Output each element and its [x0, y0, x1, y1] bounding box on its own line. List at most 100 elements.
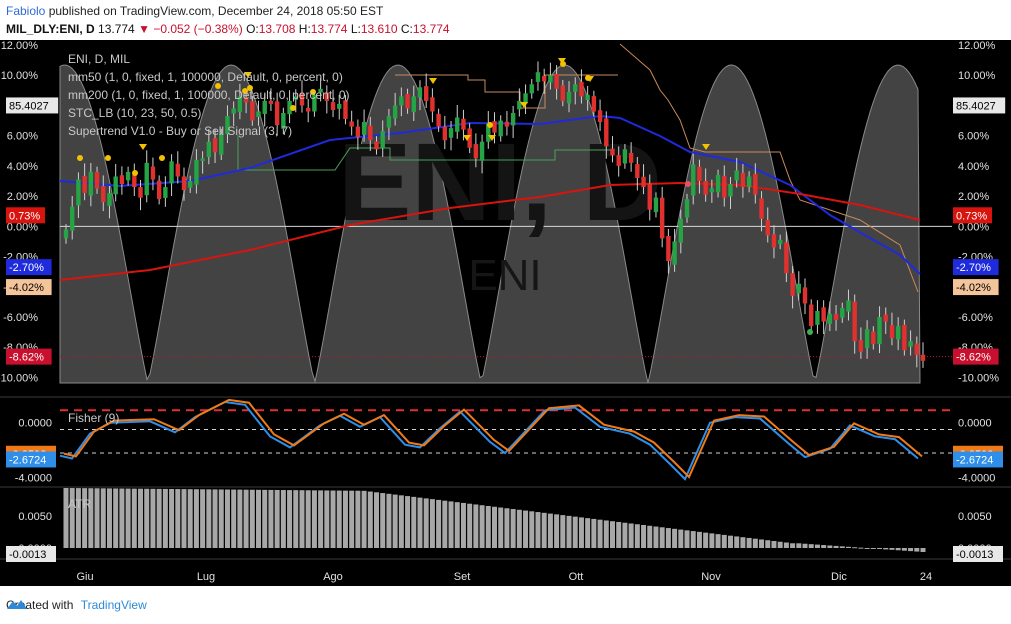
histogram-bar	[616, 521, 622, 548]
candle-body	[691, 164, 696, 196]
lower-label-right-text: -0.0013	[956, 549, 993, 561]
histogram-bar	[827, 545, 833, 548]
y-tick-right: 4.00%	[958, 161, 989, 173]
supertrend-line-upper	[395, 74, 618, 109]
candle-body	[759, 198, 764, 219]
candle-body	[920, 354, 926, 361]
price-label-right	[953, 279, 999, 296]
tradingview-link[interactable]: TradingView	[80, 598, 147, 612]
moving-averages	[59, 114, 921, 281]
histogram-bar	[591, 518, 597, 548]
histogram-bar	[423, 498, 429, 548]
price-label-right-text: -8.62%	[956, 352, 991, 364]
candle-body	[672, 241, 677, 265]
price-label-right	[953, 97, 1006, 114]
candle-body	[101, 186, 106, 203]
price-label-left-text: -8.62%	[9, 352, 44, 364]
candle-body	[709, 188, 715, 193]
sell-triangle-marker	[520, 102, 528, 108]
candle-body	[902, 324, 907, 351]
yellow-dot-marker	[487, 122, 493, 128]
candle-body	[200, 158, 205, 162]
candle-body	[504, 121, 510, 127]
histogram-bar	[436, 499, 442, 548]
histogram-bar	[814, 544, 820, 548]
fisher-pane	[59, 398, 952, 481]
fisher-line	[59, 400, 919, 481]
histogram-bar	[256, 489, 262, 548]
candle-body	[908, 341, 913, 347]
candle-body	[368, 125, 373, 141]
histogram-bar	[249, 489, 255, 548]
histogram-bar	[349, 490, 355, 548]
candle-body	[591, 96, 597, 112]
histogram-bar	[398, 495, 404, 548]
author-link[interactable]: Fabiolo	[6, 4, 46, 18]
y-tick-left: 6.00%	[7, 131, 38, 143]
histogram-bar	[268, 489, 274, 548]
candle-body	[318, 88, 323, 93]
x-tick-label: Giu	[76, 571, 93, 583]
candle-body	[628, 152, 634, 163]
change-value: −0.052 (−0.38%)	[153, 22, 243, 36]
histogram-bar	[653, 526, 659, 548]
candle-body	[796, 283, 801, 294]
candle-body	[380, 131, 385, 149]
histogram-bar	[721, 534, 727, 548]
candle-body	[809, 304, 814, 327]
histogram-bar	[429, 499, 435, 548]
histogram-bar	[119, 488, 125, 548]
histogram-bar	[374, 492, 380, 548]
candle-body	[802, 287, 808, 304]
candle-body	[579, 81, 584, 97]
histogram-bar	[131, 488, 137, 548]
candle-body	[337, 103, 342, 109]
histogram-bar	[492, 506, 497, 548]
histogram-bar	[218, 489, 224, 548]
candle-body	[243, 97, 249, 103]
candle-body	[486, 123, 491, 142]
candle-body	[392, 105, 398, 119]
histogram-bar	[740, 537, 746, 548]
fisher-label-left	[6, 451, 56, 468]
x-tick-label: Dic	[831, 571, 847, 583]
y-tick-right: -6.00%	[958, 312, 993, 324]
histogram-bar	[715, 534, 721, 548]
histogram-bar	[554, 514, 560, 548]
candle-body	[703, 181, 708, 195]
candle-body	[305, 107, 311, 112]
histogram-bar	[498, 507, 504, 548]
candle-body	[641, 176, 646, 188]
candle-body	[852, 301, 857, 342]
candle-body	[895, 326, 901, 340]
chart-area[interactable]: ENI, D ENI ENI, D, MIL mm50 (1, 0, fixed…	[0, 40, 1011, 586]
histogram-bar	[448, 501, 454, 548]
candle-body	[430, 97, 435, 112]
histogram-bar	[547, 513, 553, 548]
y-tick-left: -10.00%	[0, 372, 38, 384]
histogram-bar	[709, 533, 715, 548]
sell-triangle-marker	[558, 58, 566, 64]
candle-body	[330, 102, 336, 110]
histogram-bar	[336, 490, 342, 548]
histogram-bar	[231, 489, 237, 548]
high-label: H:	[298, 22, 311, 36]
histogram-bar	[305, 490, 311, 548]
chart-svg[interactable]: ENI, D ENI ENI, D, MIL mm50 (1, 0, fixed…	[0, 40, 1011, 586]
x-tick-label: Ago	[323, 571, 343, 583]
histogram-bar	[175, 489, 181, 548]
candle-body	[653, 197, 659, 213]
candle-body	[138, 187, 143, 198]
legend-mm50: mm50 (1, 0, fixed, 1, 100000, Default, 0…	[68, 70, 343, 84]
histogram-bar	[293, 490, 299, 548]
histogram-bar	[454, 502, 460, 548]
y-tick-left: -2.00%	[3, 252, 38, 264]
histogram-bar	[125, 488, 131, 548]
histogram-bar	[75, 488, 81, 548]
candle-body	[498, 120, 503, 137]
candle-body	[293, 96, 298, 100]
lower-pane	[63, 488, 926, 552]
candle-body	[107, 193, 112, 206]
histogram-bar	[69, 488, 75, 548]
y-tick-right: 10.00%	[958, 70, 996, 82]
